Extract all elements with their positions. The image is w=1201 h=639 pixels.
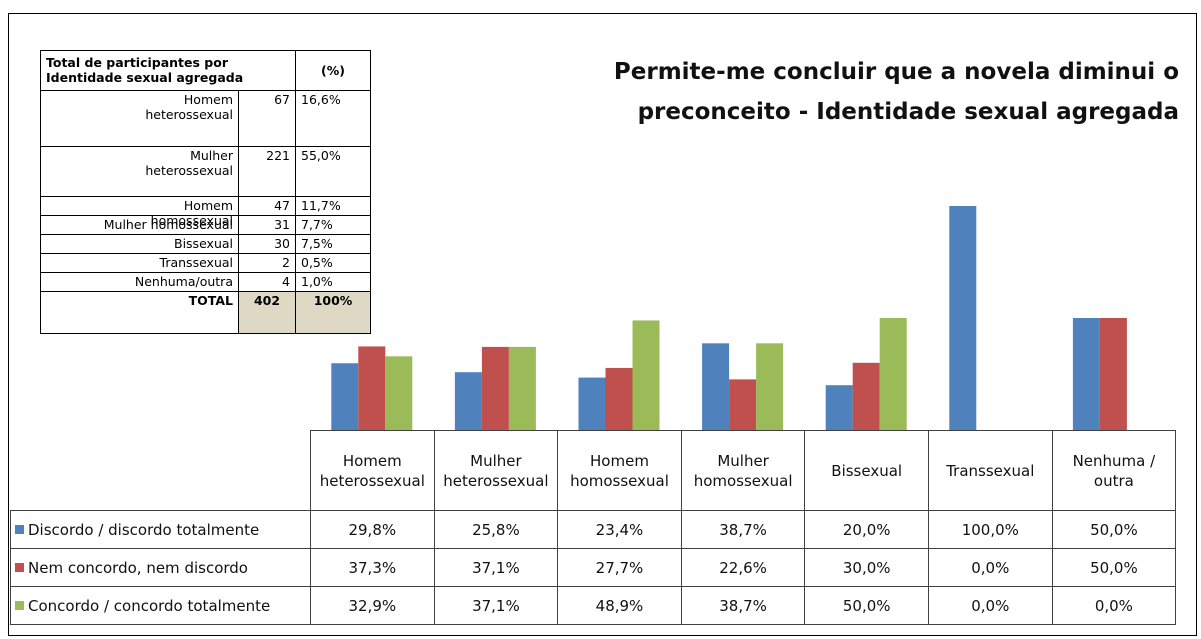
category-label: Homem homossexual [557,430,682,511]
table-cell: 55,0% [295,146,371,197]
table-cell: 2 [238,253,296,273]
bar [825,385,853,430]
value-label: 23,4% [557,510,682,549]
legend-label: Concordo / concordo totalmente [28,596,271,615]
value-label: 50,0% [804,586,929,625]
value-label: 37,3% [310,548,435,587]
bar [578,377,606,430]
table-cell: 67 [238,90,296,147]
value-label: 25,8% [433,510,559,549]
table-total: 100% [295,291,371,334]
bar [702,343,730,430]
table-cell: Mulher heterossexual [40,146,239,197]
value-label: 50,0% [1051,510,1177,549]
category-label: Mulher heterossexual [433,430,559,511]
table-cell: 7,7% [295,215,371,235]
table-cell: Homem homossexual [40,196,239,228]
table-total: TOTAL [40,291,239,334]
table-cell: 11,7% [295,196,371,216]
table-cell: 0,5% [295,253,371,273]
value-label: 20,0% [804,510,929,549]
table-cell: Bissexual [40,234,239,254]
legend-swatch [15,525,24,534]
legend-label: Discordo / discordo totalmente [28,520,260,539]
bar [508,346,536,430]
bar [454,372,482,430]
value-label: 37,1% [433,548,559,587]
bar [1099,318,1127,430]
table-cell: Nenhuma/outra [40,272,239,292]
category-label: Bissexual [804,430,929,511]
legend-entry: Concordo / concordo totalmente [10,586,311,625]
bar [852,362,880,430]
table-cell: 4 [238,272,296,292]
bar [605,367,633,430]
value-label: 32,9% [310,586,435,625]
table-cell: 31 [238,215,296,235]
legend-label: Nem concordo, nem discordo [28,558,248,577]
value-label: 50,0% [1051,548,1177,587]
bar [729,379,757,430]
table-cell: 221 [238,146,296,197]
bar [331,363,359,430]
table-cell: 16,6% [295,90,371,147]
legend-swatch [15,563,24,572]
value-label: 0,0% [928,548,1053,587]
value-label: 0,0% [1051,586,1177,625]
category-label: Mulher homossexual [680,430,806,511]
value-label: 29,8% [310,510,435,549]
value-label: 38,7% [680,510,806,549]
table-cell: 7,5% [295,234,371,254]
bar [358,346,386,430]
chart-title: Permite-me concluir que a novela diminui… [613,59,1179,125]
table-total: 402 [238,291,296,334]
value-label: 30,0% [804,548,929,587]
table-cell: Homem heterossexual [40,90,239,147]
frame [8,13,1197,636]
bar [756,343,784,430]
legend-entry: Nem concordo, nem discordo [10,548,311,587]
table-cell: Transsexual [40,253,239,273]
bar [879,318,907,430]
table-cell: 47 [238,196,296,216]
table-cell: 30 [238,234,296,254]
bar [949,206,977,430]
table-header: (%) [295,50,371,91]
value-label: 27,7% [557,548,682,587]
category-label: Nenhuma / outra [1051,430,1177,511]
legend-entry: Discordo / discordo totalmente [10,510,311,549]
value-label: 37,1% [433,586,559,625]
table-cell: 1,0% [295,272,371,292]
bar [385,356,413,430]
bar [481,346,509,430]
bar [1072,318,1100,430]
bar [632,320,660,430]
category-label: Transsexual [928,430,1053,511]
value-label: 48,9% [557,586,682,625]
value-label: 0,0% [928,586,1053,625]
category-label: Homem heterossexual [310,430,435,511]
table-header: Total de participantes por Identidade se… [40,50,296,91]
value-label: 38,7% [680,586,806,625]
legend-swatch [15,601,24,610]
table-cell: Mulher homossexual [40,215,239,235]
value-label: 100,0% [928,510,1053,549]
value-label: 22,6% [680,548,806,587]
